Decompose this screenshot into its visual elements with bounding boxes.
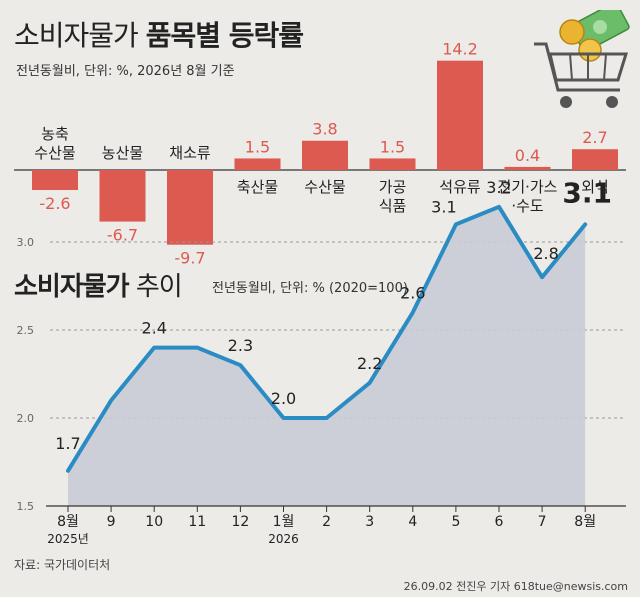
trend-title: 소비자물가 추이 [14,266,183,303]
x-tick-label: 6 [495,514,504,530]
bar-8 [504,166,551,170]
main-title-light: 소비자물가 [14,19,139,52]
x-tick-label: 8월 [57,514,79,530]
y-tick-label: 1.5 [17,500,35,513]
trend-title-bold: 소비자물가 [14,272,130,302]
bar-3 [167,170,213,245]
y-tick-label: 2.0 [17,412,35,425]
line-chart: 1.5 2.0 2.5 3.0 8월 2025년 9 10 11 12 1월 2026 2 3 4 5 6 7 8월… [17,176,626,546]
bar-category-label-2: 농산물 [102,144,143,162]
bar-value-label-2: -6.7 [107,226,138,245]
point-label-12: 2.8 [533,244,558,263]
point-label-6: 2.0 [271,389,296,408]
point-label-9: 2.6 [400,283,425,302]
bar-category-label-3: 채소류 [169,144,211,162]
source-note: 자료: 국가데이터처 [14,558,111,572]
x-tick-label: 1월 [273,514,295,530]
point-label-10: 3.1 [431,197,456,216]
bar-category-label-6: 식품 [379,197,407,215]
bar-category-label-9: 외식 [581,178,609,196]
x-tick-label: 10 [145,514,163,530]
y-tick-label: 3.0 [17,236,35,249]
point-label-8: 2.2 [357,354,382,373]
y-tick-label: 2.5 [17,324,35,337]
trend-title-light: 추이 [135,272,183,302]
point-label-13: 3.1 [562,176,612,209]
x-tick-label: 2 [322,514,331,530]
bar-value-label-6: 1.5 [380,137,405,156]
bar-value-label-8: 0.4 [515,146,540,165]
bar-category-label-5: 수산물 [304,178,345,196]
bar-value-label-4: 1.5 [245,137,270,156]
bar-2 [99,170,146,222]
x-tick-label: 12 [231,514,249,530]
main-title: 소비자물가 품목별 등락률 [14,14,304,54]
trend-subtitle: 전년동월비, 단위: % (2020=100) [212,281,408,296]
bar-7 [437,60,483,170]
bar-value-label-7: 14.2 [442,40,478,59]
bar-category-label-1: 수산물 [34,144,75,162]
bar-category-label-7: 석유류 [439,178,481,196]
main-title-bold: 품목별 등락률 [145,19,304,52]
area-fill [68,206,586,507]
x-tick-label: 8월 [574,514,596,530]
bar-1 [32,170,78,191]
x-tick-label: 5 [451,514,460,530]
bar-value-label-9: 2.7 [582,128,607,147]
bar-value-label-5: 3.8 [312,120,337,139]
x-tick-label: 7 [538,514,547,530]
x-tick-sublabel: 2026 [268,532,299,546]
bar-category-label-4: 축산물 [237,178,278,196]
bar-6 [369,158,416,170]
bar-5 [302,140,348,170]
bar-category-label-8: ·수도 [511,197,544,215]
bar-value-label-3: -9.7 [174,249,205,268]
bar-category-label-1: 농축 [41,125,69,143]
x-tick-label: 9 [107,514,116,530]
point-label-1: 1.7 [55,434,80,453]
bar-4 [234,158,281,170]
x-tick-label: 3 [365,514,374,530]
bar-value-label-1: -2.6 [39,194,70,213]
point-label-3: 2.4 [141,319,166,338]
trend-line [66,204,588,473]
point-label-11: 3.2 [486,178,511,197]
bar-category-label-6: 가공 [379,178,407,196]
x-tick-label: 4 [408,514,417,530]
bar-9 [572,149,618,170]
bar-category-label-8: 전기·가스 [498,178,558,196]
x-tick-label: 11 [188,514,206,530]
credit-note: 26.09.02 전진우 기자 618tue@newsis.com [403,580,628,593]
main-subtitle: 전년동월비, 단위: %, 2026년 8월 기준 [16,64,235,79]
x-tick-sublabel: 2025년 [47,532,89,546]
point-label-5: 2.3 [228,336,253,355]
shopping-cart-icon [534,10,630,108]
